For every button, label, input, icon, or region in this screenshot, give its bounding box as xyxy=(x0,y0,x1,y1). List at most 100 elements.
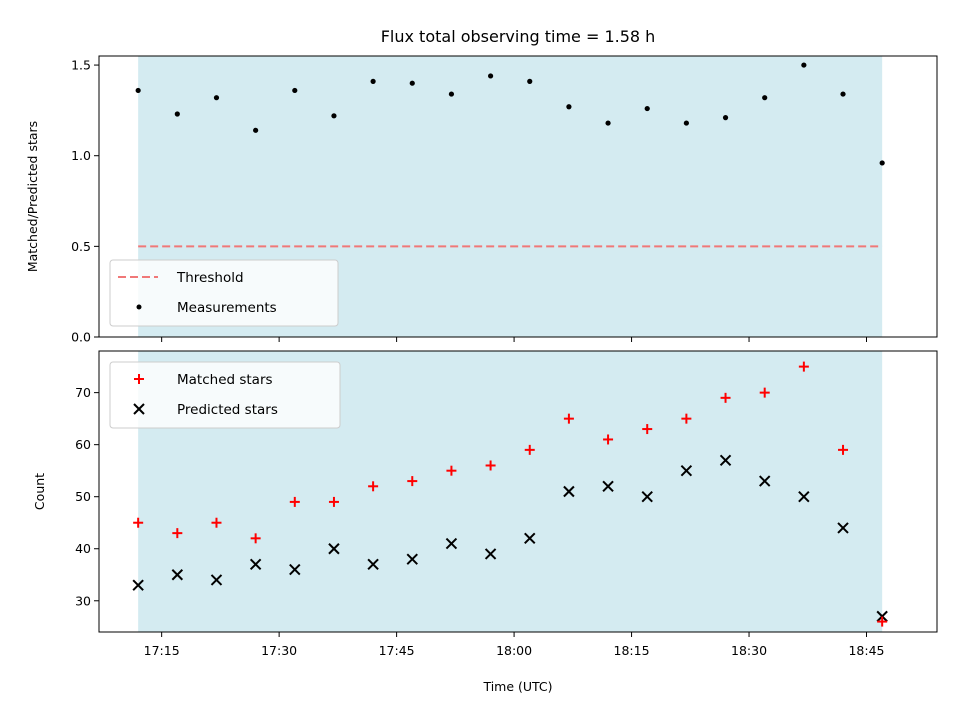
measurement-point xyxy=(801,62,807,68)
predicted-star-point xyxy=(641,490,653,503)
bottom-axes-frame xyxy=(98,350,938,633)
measurement-point xyxy=(292,87,298,94)
x-tick-label: 18:45 xyxy=(848,643,884,658)
measurement-point xyxy=(527,78,533,84)
top-y-tick-label: 1.5 xyxy=(71,58,91,73)
predicted-star-point xyxy=(524,532,536,545)
matched-star-point xyxy=(211,517,222,528)
measurement-point xyxy=(566,104,572,110)
measurement-point xyxy=(644,105,650,112)
bottom-y-tick-label: 50 xyxy=(75,489,91,504)
top-x-ticks xyxy=(161,337,868,342)
predicted-star-point xyxy=(719,454,732,466)
chart-title: Flux total observing time = 1.58 h xyxy=(381,27,656,46)
legend-threshold-label: Threshold xyxy=(176,270,244,286)
bottom-count-points xyxy=(132,361,888,627)
x-tick-label: 17:15 xyxy=(144,643,180,658)
legend-measurements-label: Measurements xyxy=(177,300,277,316)
top-y-axis-label: Matched/Predicted stars xyxy=(25,121,40,272)
top-y-tick-label: 0.5 xyxy=(71,239,91,254)
matched-star-point xyxy=(446,465,457,476)
top-y-ticks: 0.0 0.5 1.0 1.5 xyxy=(71,58,99,345)
matched-star-point xyxy=(759,387,770,398)
predicted-star-point xyxy=(798,490,810,503)
legend-matched-label: Matched stars xyxy=(177,372,273,388)
measurement-point xyxy=(840,91,846,97)
x-axis-label: Time (UTC) xyxy=(482,679,552,694)
matched-star-point xyxy=(798,361,809,372)
measurement-point xyxy=(605,120,611,126)
measurement-point xyxy=(762,95,768,101)
predicted-star-point xyxy=(602,480,614,493)
matched-star-point xyxy=(250,533,261,544)
top-measurement-points xyxy=(135,62,885,166)
bottom-y-tick-label: 60 xyxy=(75,437,91,452)
matched-star-point xyxy=(563,413,574,424)
matched-star-point xyxy=(289,496,300,507)
bottom-y-ticks: 30 40 50 60 70 xyxy=(75,385,99,608)
measurement-point xyxy=(370,78,376,84)
bottom-y-axis-label: Count xyxy=(32,473,47,510)
predicted-star-point xyxy=(876,610,888,623)
predicted-star-point xyxy=(484,548,497,560)
predicted-star-point xyxy=(837,522,849,534)
bottom-legend-box xyxy=(109,361,341,429)
matched-star-point xyxy=(681,413,692,424)
x-tick-label: 17:30 xyxy=(261,643,297,658)
matched-star-point xyxy=(642,424,653,435)
measurement-point xyxy=(487,73,494,79)
matched-star-point xyxy=(172,528,183,539)
matched-star-point xyxy=(407,476,418,487)
top-panel: 0.0 0.5 1.0 1.5 Matched/Predicted stars Thr… xyxy=(25,55,938,345)
predicted-star-point xyxy=(289,563,301,576)
predicted-star-point xyxy=(680,464,693,477)
measurement-point xyxy=(331,113,337,119)
matched-star-point xyxy=(603,434,614,445)
x-tick-label: 17:45 xyxy=(379,643,415,658)
x-tick-label: 18:15 xyxy=(614,643,650,658)
measurement-point xyxy=(135,87,141,94)
bottom-y-tick-label: 30 xyxy=(75,593,91,608)
x-tick-label: 18:30 xyxy=(731,643,767,658)
measurement-point xyxy=(683,120,689,126)
measurement-point xyxy=(879,160,885,166)
predicted-star-point xyxy=(132,579,144,591)
top-legend-box xyxy=(109,259,339,327)
bottom-y-tick-label: 70 xyxy=(75,385,91,400)
predicted-star-point xyxy=(563,485,575,498)
legend-predicted-label: Predicted stars xyxy=(177,402,278,418)
predicted-star-point xyxy=(367,558,379,571)
measurement-point xyxy=(448,91,455,97)
predicted-star-point xyxy=(171,569,184,581)
top-axes-frame xyxy=(98,55,938,338)
bottom-x-ticks: 17:15 17:30 17:45 18:00 18:15 18:30 18:45 xyxy=(144,632,885,658)
measurement-point xyxy=(409,80,415,86)
top-legend: Threshold Measurements xyxy=(109,259,339,327)
x-tick-label: 18:00 xyxy=(496,643,532,658)
legend-measurements-swatch xyxy=(136,304,142,310)
measurement-point xyxy=(253,127,259,133)
predicted-star-point xyxy=(328,543,340,555)
matched-star-point xyxy=(485,460,496,471)
bottom-y-tick-label: 40 xyxy=(75,541,91,556)
top-y-tick-label: 0.0 xyxy=(71,330,91,345)
predicted-star-point xyxy=(406,553,418,565)
bottom-legend: Matched stars Predicted stars xyxy=(109,361,341,429)
predicted-star-point xyxy=(445,537,458,550)
bottom-panel: 30 40 50 60 70 17:15 17:30 17:45 18:00 18:15 18:3… xyxy=(32,350,938,694)
matched-star-point xyxy=(720,392,731,403)
top-y-tick-label: 1.0 xyxy=(71,148,91,163)
matched-star-point xyxy=(877,616,888,627)
predicted-star-point xyxy=(249,558,262,571)
predicted-star-point xyxy=(758,475,771,487)
matched-star-point xyxy=(368,481,379,492)
matched-star-point xyxy=(328,496,339,507)
legend-matched-swatch xyxy=(134,374,144,384)
legend-predicted-swatch xyxy=(133,403,145,415)
matched-star-point xyxy=(838,444,849,455)
measurement-point xyxy=(213,95,220,101)
matched-star-point xyxy=(133,517,144,528)
measurement-point xyxy=(174,111,180,117)
measurement-point xyxy=(722,115,729,121)
